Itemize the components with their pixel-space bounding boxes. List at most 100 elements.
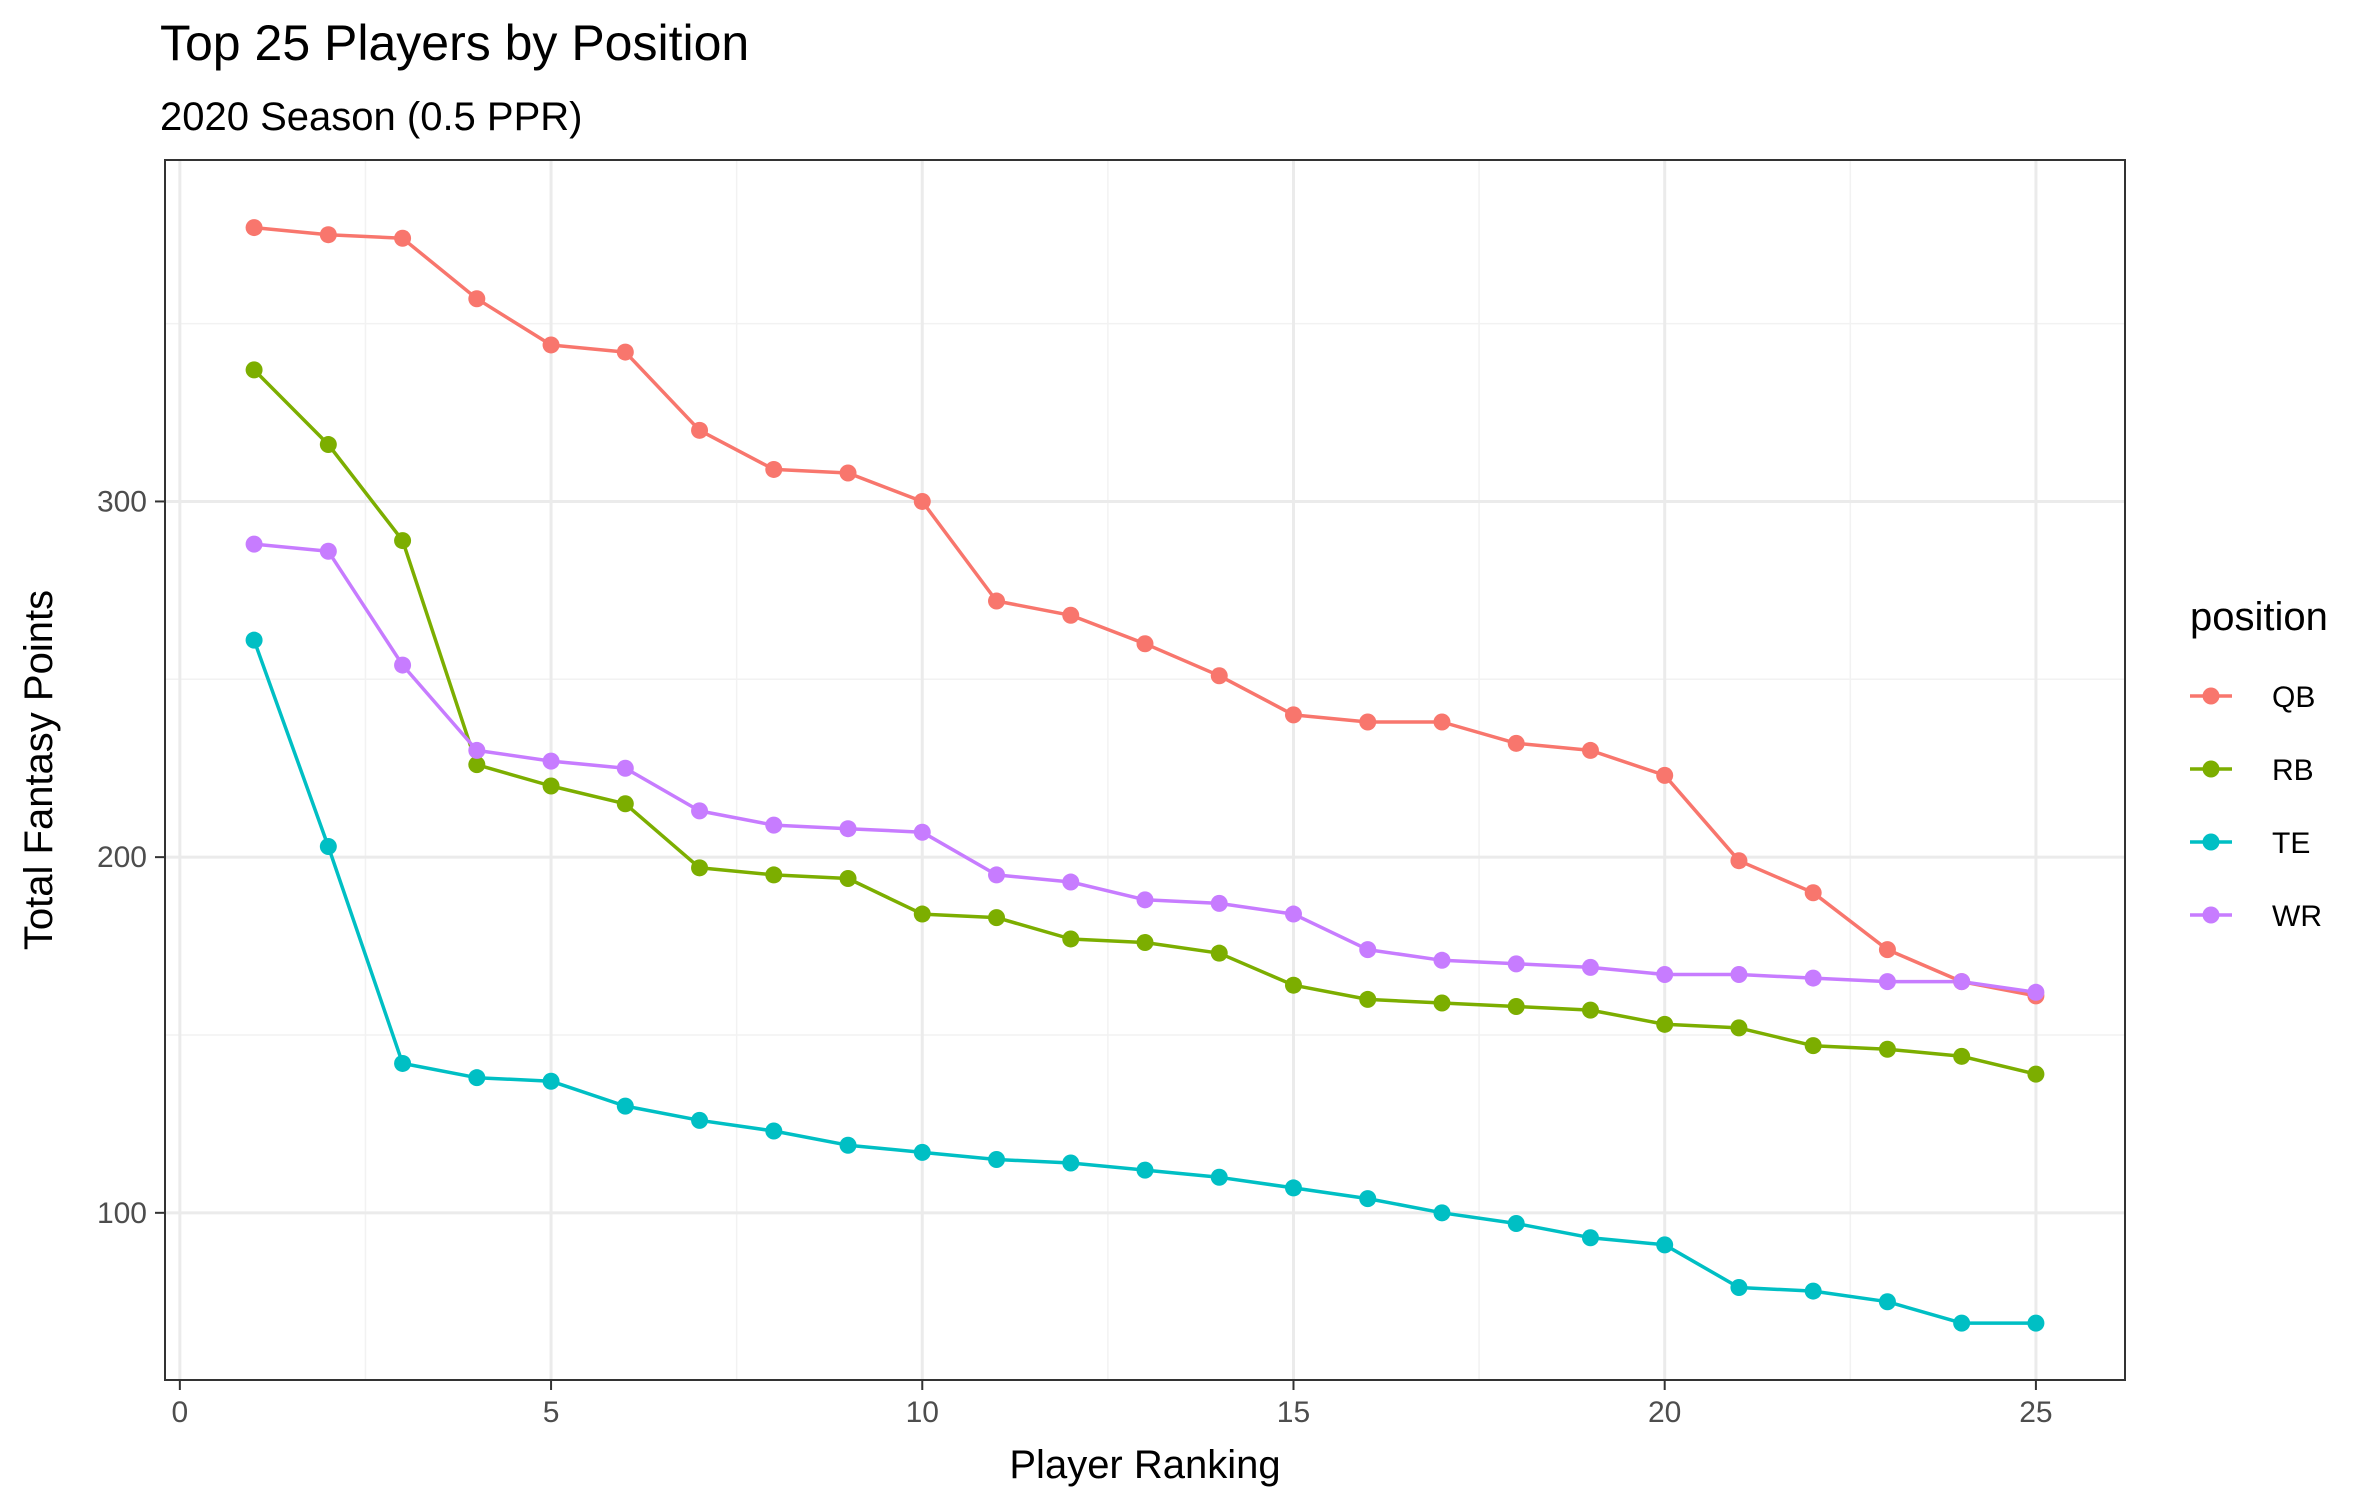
data-point-rb	[616, 795, 634, 813]
data-point-wr	[468, 741, 486, 759]
x-tick-label: 10	[906, 1396, 939, 1429]
data-point-wr	[616, 759, 634, 777]
data-point-rb	[1284, 976, 1302, 994]
legend-key-point	[2202, 906, 2220, 924]
legend-key-point	[2202, 760, 2220, 778]
data-point-te	[988, 1150, 1006, 1168]
data-point-te	[1136, 1161, 1154, 1179]
data-point-te	[245, 631, 263, 649]
data-point-te	[2027, 1314, 2045, 1332]
data-point-rb	[542, 777, 560, 795]
data-point-qb	[765, 460, 783, 478]
data-point-te	[1359, 1190, 1377, 1208]
data-point-wr	[542, 752, 560, 770]
y-axis: 100 200 300	[97, 485, 165, 1230]
data-point-rb	[1210, 944, 1228, 962]
grid	[165, 160, 2125, 1380]
data-point-wr	[2027, 983, 2045, 1001]
plot-panel	[165, 160, 2125, 1380]
data-point-rb	[394, 532, 412, 550]
data-point-te	[1062, 1154, 1080, 1172]
y-axis-title: Total Fantasy Points	[17, 590, 61, 950]
legend-title: position	[2190, 595, 2328, 639]
data-point-te	[691, 1111, 709, 1129]
data-point-rb	[1359, 990, 1377, 1008]
data-point-wr	[1730, 966, 1748, 984]
data-point-te	[319, 837, 337, 855]
data-point-qb	[839, 464, 857, 482]
legend: position QB RB TE WR	[2190, 595, 2328, 933]
y-tick-label: 200	[97, 841, 147, 874]
data-point-rb	[319, 436, 337, 454]
data-point-qb	[1507, 734, 1525, 752]
data-point-wr	[1581, 958, 1599, 976]
data-point-rb	[245, 361, 263, 379]
data-point-wr	[1656, 966, 1674, 984]
legend-key-point	[2202, 833, 2220, 851]
data-point-wr	[1136, 891, 1154, 909]
data-point-te	[1953, 1314, 1971, 1332]
data-point-wr	[913, 823, 931, 841]
data-point-qb	[394, 229, 412, 247]
data-point-qb	[988, 592, 1006, 610]
data-point-qb	[1730, 852, 1748, 870]
data-point-qb	[1878, 941, 1896, 959]
data-point-qb	[1284, 706, 1302, 724]
data-point-rb	[1730, 1019, 1748, 1037]
y-tick-label: 300	[97, 485, 147, 518]
data-point-te	[394, 1054, 412, 1072]
data-point-rb	[913, 905, 931, 923]
data-point-qb	[1804, 884, 1822, 902]
legend-label: TE	[2272, 827, 2310, 860]
data-point-rb	[1953, 1047, 1971, 1065]
data-point-wr	[1284, 905, 1302, 923]
data-point-qb	[616, 343, 634, 361]
data-point-te	[1730, 1279, 1748, 1297]
data-point-te	[1804, 1282, 1822, 1300]
data-point-qb	[1581, 741, 1599, 759]
x-tick-label: 20	[1648, 1396, 1681, 1429]
data-point-te	[765, 1122, 783, 1140]
data-point-te	[1878, 1293, 1896, 1311]
data-point-qb	[1136, 635, 1154, 653]
data-point-wr	[691, 802, 709, 820]
plot-panel-border	[164, 159, 2126, 1381]
data-point-qb	[245, 219, 263, 237]
data-point-wr	[1210, 894, 1228, 912]
data-point-wr	[1433, 951, 1451, 969]
data-point-qb	[1359, 713, 1377, 731]
data-point-rb	[1136, 934, 1154, 952]
x-tick-label: 0	[172, 1396, 189, 1429]
data-point-rb	[1878, 1040, 1896, 1058]
data-point-qb	[1062, 606, 1080, 624]
data-point-te	[542, 1072, 560, 1090]
data-point-rb	[468, 756, 486, 774]
data-point-qb	[542, 336, 560, 354]
chart-subtitle: 2020 Season (0.5 PPR)	[160, 95, 582, 139]
data-point-rb	[765, 866, 783, 884]
data-point-te	[1284, 1179, 1302, 1197]
data-point-te	[616, 1097, 634, 1115]
legend-key-point	[2202, 687, 2220, 705]
data-point-rb	[839, 869, 857, 887]
data-point-wr	[1878, 973, 1896, 991]
data-point-te	[1210, 1168, 1228, 1186]
x-axis-title: Player Ranking	[1009, 1443, 1280, 1487]
data-point-wr	[765, 816, 783, 834]
chart-title: Top 25 Players by Position	[160, 15, 749, 71]
data-point-rb	[1656, 1015, 1674, 1033]
data-point-wr	[1953, 973, 1971, 991]
data-point-qb	[691, 421, 709, 439]
data-point-te	[839, 1136, 857, 1154]
data-point-wr	[1062, 873, 1080, 891]
legend-label: RB	[2272, 754, 2314, 787]
data-point-rb	[988, 909, 1006, 927]
data-point-wr	[1359, 941, 1377, 959]
legend-item-te: TE	[2190, 827, 2310, 860]
legend-label: QB	[2272, 681, 2315, 714]
data-point-rb	[1062, 930, 1080, 948]
data-point-rb	[1507, 998, 1525, 1016]
data-point-rb	[1433, 994, 1451, 1012]
x-tick-label: 5	[543, 1396, 560, 1429]
